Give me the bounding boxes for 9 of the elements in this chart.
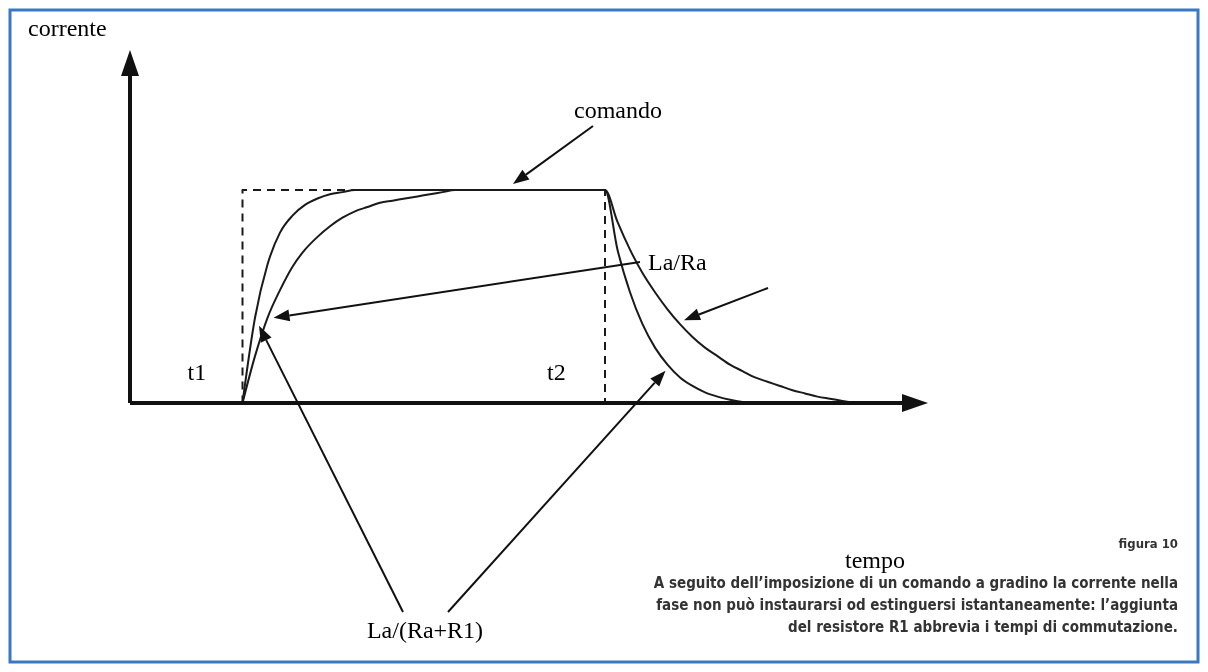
series-label: La/Ra — [648, 249, 707, 275]
text: tempo — [845, 547, 905, 573]
text: figura 10 — [1118, 536, 1178, 551]
text: A seguito dell’imposizione di un comando a gradino la corrente nella fase non può instaurarsi od estinguersi istantaneamente: l’aggiunta del resistore R1 abbrevia i tempi di commutazione. — [653, 574, 1178, 636]
text: comando — [574, 97, 662, 123]
annotation: t2 — [547, 359, 566, 385]
annotation: t1 — [187, 359, 207, 385]
text: corrente — [28, 15, 107, 41]
text: La/(Ra+R1) — [366, 617, 484, 643]
